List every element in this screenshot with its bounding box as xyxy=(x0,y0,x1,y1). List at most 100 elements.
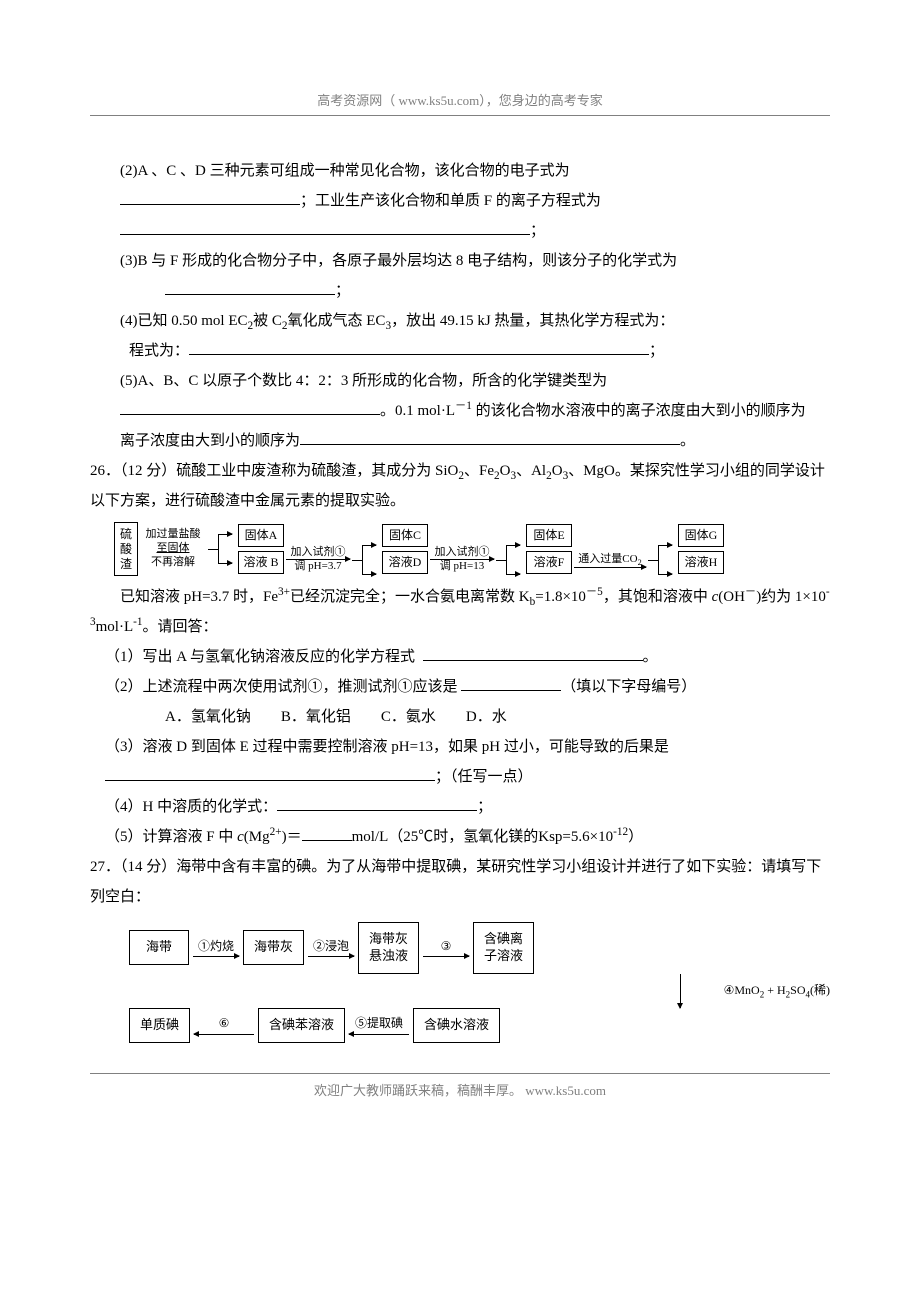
flow-col-4: 固体G 溶液H xyxy=(678,524,724,574)
t: ，其饱和溶液中 xyxy=(603,589,712,605)
arrow-label: 调 pH=13 xyxy=(440,560,484,574)
option-c: C．氨水 xyxy=(381,709,436,725)
t: (OH xyxy=(718,589,745,605)
t: )＝ xyxy=(282,829,302,845)
arrow-label: ②浸泡 xyxy=(313,939,349,955)
q26-4: （4）H 中溶质的化学式： ； xyxy=(90,792,830,822)
q26-options: A．氢氧化钠 B．氧化铝 C．氨水 D．水 xyxy=(90,702,830,732)
t: 含碘离 xyxy=(484,931,523,948)
flow-col-1: 固体A 溶液 B xyxy=(238,524,284,574)
q25-2-line3: ； xyxy=(90,216,830,246)
document-body: (2)A 、C 、D 三种元素可组成一种常见化合物，该化合物的电子式为 ；工业生… xyxy=(90,156,830,1043)
flow-box: 溶液D xyxy=(382,551,428,574)
q26-1-text: （1）写出 A 与氢氧化钠溶液反应的化学方程式 xyxy=(105,649,415,665)
flow-box: 单质碘 xyxy=(129,1008,190,1043)
q26-t4: 、Al xyxy=(516,463,546,479)
t: )约为 1×10 xyxy=(756,589,826,605)
q26-4-text: （4）H 中溶质的化学式： xyxy=(105,799,277,815)
q26-known: 已知溶液 pH=3.7 时，Fe3+已经沉淀完全；一水合氨电离常数 Kb=1.8… xyxy=(90,582,830,642)
flow-box: 海带灰 xyxy=(243,930,304,965)
q25-5-line2: 。0.1 mol·L－1 的该化合物水溶液中的离子浓度由大到小的顺序为 xyxy=(90,396,830,426)
q25-3-line1: (3)B 与 F 形成的化合物分子中，各原子最外层均达 8 电子结构，则该分子的… xyxy=(90,246,830,276)
arrow-icon: ⑥ xyxy=(194,1016,254,1035)
sup: 3+ xyxy=(278,586,290,598)
flow-arrow-0: 加过量盐酸 至固体 不再溶解 xyxy=(140,528,206,569)
arrow-label: 至固体 xyxy=(157,542,190,556)
option-d: D．水 xyxy=(466,709,507,725)
option-a: A．氢氧化钠 xyxy=(165,709,251,725)
option-b: B．氧化铝 xyxy=(281,709,351,725)
sup: －1 xyxy=(455,400,472,412)
arrow-label: 加入试剂① xyxy=(435,546,490,560)
t: 已经沉淀完全；一水合氨电离常数 K xyxy=(290,589,530,605)
arrow-label: ④MnO2 + H2SO4(稀) xyxy=(724,983,830,999)
flow-row-mid: ④MnO2 + H2SO4(稀) xyxy=(129,974,830,1008)
flow-col-2: 固体C 溶液D xyxy=(382,524,428,574)
q25-5-t2: 。0.1 mol·L xyxy=(380,403,455,419)
end: （填以下字母编号） xyxy=(561,679,696,695)
flow-box: 溶液H xyxy=(678,551,724,574)
end: 。 xyxy=(643,649,658,665)
arrow-icon: ③ xyxy=(423,939,469,958)
q26-3: （3）溶液 D 到固体 E 过程中需要控制溶液 pH=13，如果 pH 过小，可… xyxy=(90,732,830,792)
t: ） xyxy=(628,829,643,845)
t: mol·L xyxy=(96,619,134,635)
q25-4-t3: 氧化成气态 EC xyxy=(288,313,386,329)
flow-col-3: 固体E 溶液F xyxy=(526,524,572,574)
t: 悬浊液 xyxy=(369,948,408,965)
flow-box: 含碘水溶液 xyxy=(413,1008,500,1043)
t: 海带灰 xyxy=(369,931,408,948)
t: (Mg xyxy=(244,829,270,845)
q25-5-end: 。 xyxy=(680,433,695,449)
flow-row-top: 海带 ①灼烧 海带灰 ②浸泡 海带灰 悬浊液 ③ 含碘离 子溶液 xyxy=(129,922,830,974)
q25-3-text: (3)B 与 F 形成的化合物分子中，各原子最外层均达 8 电子结构，则该分子的… xyxy=(120,253,677,269)
q26-flowchart: 硫 酸 渣 加过量盐酸 至固体 不再溶解 固体A 溶液 B 加入试剂① 调 pH… xyxy=(114,522,830,576)
q25-4-t2: 被 C xyxy=(253,313,282,329)
q25-2-text-b: ；工业生产该化合物和单质 F 的离子方程式为 xyxy=(300,193,601,209)
flow-label: 硫 酸 渣 xyxy=(120,527,132,572)
q27-start: 27．（14 分）海带中含有丰富的碘。为了从海带中提取碘，某研究性学习小组设计并… xyxy=(90,852,830,912)
q26-3-text: （3）溶液 D 到固体 E 过程中需要控制溶液 pH=13，如果 pH 过小，可… xyxy=(105,739,669,755)
t: =1.8×10 xyxy=(535,589,586,605)
t: （5）计算溶液 F 中 xyxy=(105,829,237,845)
q26-1: （1）写出 A 与氢氧化钠溶液反应的化学方程式 。 xyxy=(90,642,830,672)
split-arrow-icon xyxy=(648,540,678,580)
sup: 2+ xyxy=(270,826,282,838)
arrow-label: 加入试剂① xyxy=(291,546,346,560)
page-footer: 欢迎广大教师踊跃来稿，稿酬丰厚。 www.ks5u.com xyxy=(90,1073,830,1099)
flow-box: 固体G xyxy=(678,524,724,547)
t: mol/L（25℃时，氢氧化镁的Ksp=5.6×10 xyxy=(352,829,614,845)
arrow-label: 加过量盐酸 xyxy=(146,528,201,542)
flow-arrow-1: 加入试剂① 调 pH=3.7 xyxy=(286,546,350,575)
q25-2-line1: (2)A 、C 、D 三种元素可组成一种常见化合物，该化合物的电子式为 xyxy=(90,156,830,186)
split-arrow-icon xyxy=(496,540,526,580)
flow-row-bottom: 单质碘 ⑥ 含碘苯溶液 ⑤提取碘 含碘水溶液 xyxy=(129,1008,830,1043)
arrow-icon: ②浸泡 xyxy=(308,939,354,958)
q26-start: 26．（12 分）硫酸工业中废渣称为硫酸渣，其成分为 SiO2、Fe2O3、Al… xyxy=(90,456,830,516)
t: 已知溶液 pH=3.7 时，Fe xyxy=(120,589,278,605)
flow-box-start: 硫 酸 渣 xyxy=(114,522,138,576)
q25-5-line3: 离子浓度由大到小的顺序为。 xyxy=(90,426,830,456)
arrow-label: 调 pH=3.7 xyxy=(294,560,341,574)
q25-5-line1: (5)A、B、C 以原子个数比 4：2：3 所形成的化合物，所含的化学键类型为 xyxy=(90,366,830,396)
flow-box: 海带 xyxy=(129,930,189,965)
q25-4-blank: 程式为：； xyxy=(90,336,830,366)
q25-4-end: ； xyxy=(649,343,664,359)
sup: -1 xyxy=(133,616,142,628)
t: 子溶液 xyxy=(484,948,523,965)
sup: -12 xyxy=(613,826,628,838)
q26-2: （2）上述流程中两次使用试剂①，推测试剂①应该是 （填以下字母编号） xyxy=(90,672,830,702)
arrow-label: ⑤提取碘 xyxy=(355,1016,403,1032)
arrow-label: ③ xyxy=(441,939,452,955)
q26-t3: O xyxy=(500,463,511,479)
sup: － xyxy=(745,586,756,598)
q25-4-t1: (4)已知 0.50 mol EC xyxy=(120,313,248,329)
q26-t5: O xyxy=(552,463,563,479)
q25-4: (4)已知 0.50 mol EC2被 C2氧化成气态 EC3，放出 49.15… xyxy=(90,306,830,336)
t: 。请回答： xyxy=(143,619,218,635)
end: ； xyxy=(477,799,492,815)
q26-2-text: （2）上述流程中两次使用试剂①，推测试剂①应该是 xyxy=(105,679,461,695)
q25-2-end: ； xyxy=(530,223,545,239)
split-arrow-icon xyxy=(352,540,382,580)
flow-arrow-2: 加入试剂① 调 pH=13 xyxy=(430,546,494,575)
